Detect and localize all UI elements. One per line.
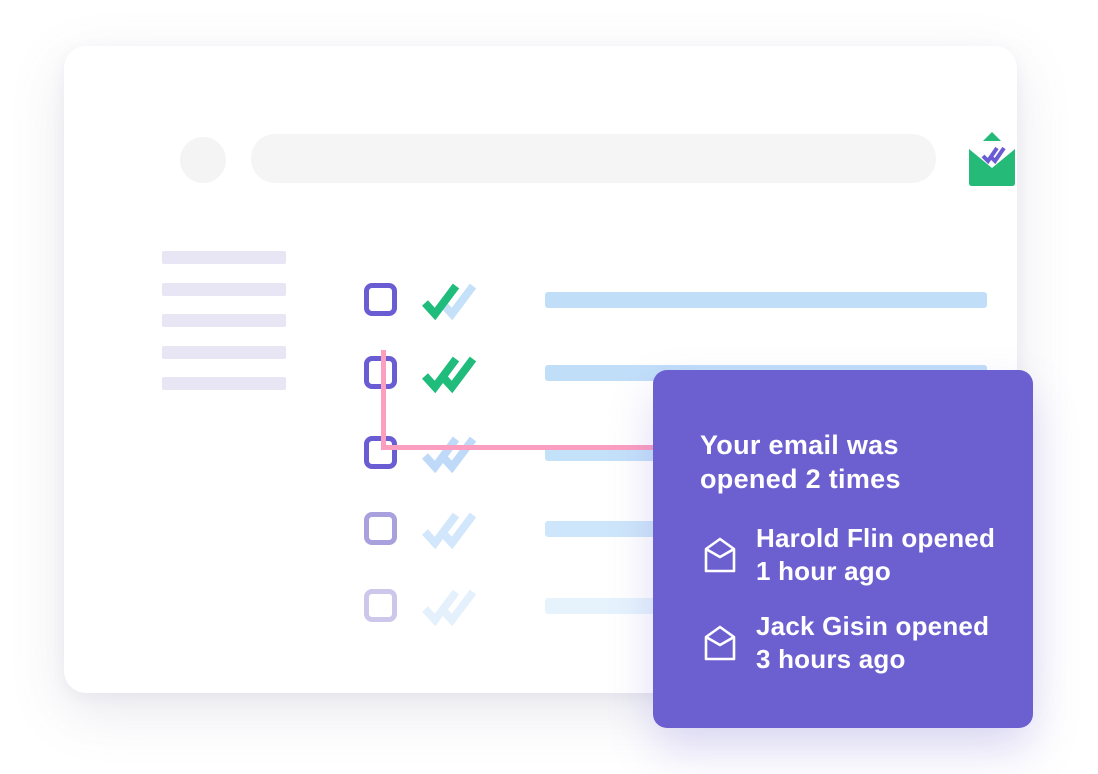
email-checkbox[interactable]: [364, 589, 397, 622]
email-checkbox[interactable]: [364, 512, 397, 545]
sidebar-line-placeholder: [162, 251, 286, 264]
open-event-text: Harold Flin opened 1 hour ago: [756, 522, 995, 588]
open-event-line2: 3 hours ago: [756, 644, 906, 674]
envelope-icon: [704, 537, 736, 573]
avatar[interactable]: [180, 137, 226, 183]
sidebar-line-placeholder: [162, 377, 286, 390]
read-receipt-double-check-icon: [422, 512, 477, 550]
email-row[interactable]: [364, 283, 1004, 325]
open-event-line2: 1 hour ago: [756, 556, 891, 586]
open-tracking-tooltip: Your email was opened 2 times Harold Fli…: [653, 370, 1033, 728]
read-receipt-double-check-icon: [422, 356, 477, 394]
open-event: Jack Gisin opened 3 hours ago: [700, 610, 997, 676]
read-receipt-double-check-icon: [422, 283, 477, 321]
email-checkbox[interactable]: [364, 436, 397, 469]
open-event-line1: Harold Flin opened: [756, 523, 996, 553]
open-event-text: Jack Gisin opened 3 hours ago: [756, 610, 989, 676]
mailtrack-logo-icon[interactable]: [965, 130, 1019, 188]
sidebar-line-placeholder: [162, 314, 286, 327]
mail-app-window: [64, 46, 1017, 693]
envelope-icon: [704, 625, 736, 661]
open-event: Harold Flin opened 1 hour ago: [700, 522, 997, 588]
tooltip-connector-line: [381, 445, 660, 450]
read-receipt-double-check-icon: [422, 589, 477, 627]
search-input[interactable]: [251, 134, 936, 183]
read-receipt-double-check-icon: [422, 436, 477, 474]
sidebar-menu-placeholder: [162, 251, 286, 409]
open-event-line1: Jack Gisin opened: [756, 611, 990, 641]
email-checkbox[interactable]: [364, 283, 397, 316]
tooltip-connector-line: [381, 350, 386, 450]
email-checkbox[interactable]: [364, 356, 397, 389]
sidebar-line-placeholder: [162, 282, 286, 296]
email-subject-placeholder-bar: [545, 292, 987, 308]
tooltip-title: Your email was opened 2 times: [700, 430, 901, 494]
sidebar-line-placeholder: [162, 345, 286, 359]
